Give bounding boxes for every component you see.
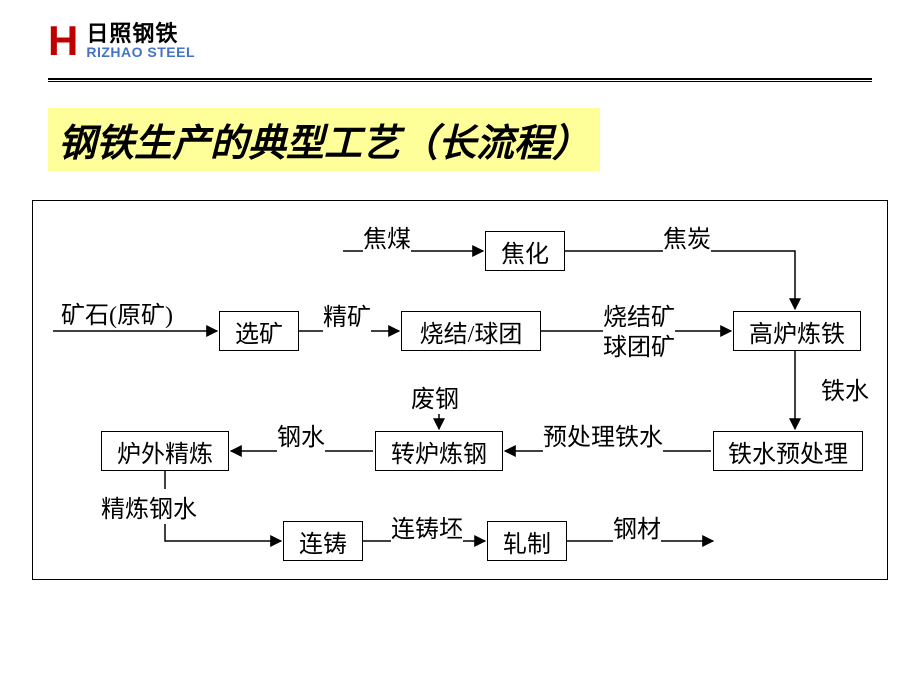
header-underline (48, 78, 872, 82)
edge-label-12: 钢材 (613, 509, 661, 544)
node-gaolu: 高炉炼铁 (733, 311, 861, 351)
logo: H 日照钢铁 RIZHAO STEEL (48, 20, 195, 62)
node-zhazhi: 轧制 (487, 521, 567, 561)
logo-letter: H (48, 20, 78, 62)
logo-en: RIZHAO STEEL (86, 45, 195, 60)
node-yuchuli: 铁水预处理 (713, 431, 863, 471)
node-zhuanlu: 转炉炼钢 (375, 431, 503, 471)
node-xuankuang: 选矿 (219, 311, 299, 351)
logo-cn: 日照钢铁 (86, 22, 195, 45)
edge-label-0: 焦煤 (363, 219, 411, 254)
edge-label-11: 连铸坯 (391, 509, 463, 544)
edge-label-1: 焦炭 (663, 219, 711, 254)
edge-label-5: 球团矿 (603, 327, 675, 362)
page-title: 钢铁生产的典型工艺（长流程） (48, 108, 600, 171)
edge-label-10: 精炼钢水 (101, 489, 197, 524)
node-jiaohua: 焦化 (485, 231, 565, 271)
node-lianzhu: 连铸 (283, 521, 363, 561)
edge-label-9: 预处理铁水 (543, 417, 663, 452)
edge-label-6: 铁水 (821, 371, 869, 406)
node-jinglian: 炉外精炼 (101, 431, 229, 471)
arrow-1 (565, 251, 795, 309)
flowchart: 焦化选矿 烧结/球团 高炉炼铁炉外精炼 转炉炼钢 铁水预处理连铸 轧制 焦煤 焦炭矿石(原矿… (32, 200, 888, 580)
node-shaojie: 烧结/球团 (401, 311, 541, 351)
edge-label-8: 钢水 (277, 417, 325, 452)
edge-label-7: 废钢 (411, 379, 459, 414)
edge-label-2: 矿石(原矿) (61, 295, 173, 330)
edge-label-3: 精矿 (323, 297, 371, 332)
